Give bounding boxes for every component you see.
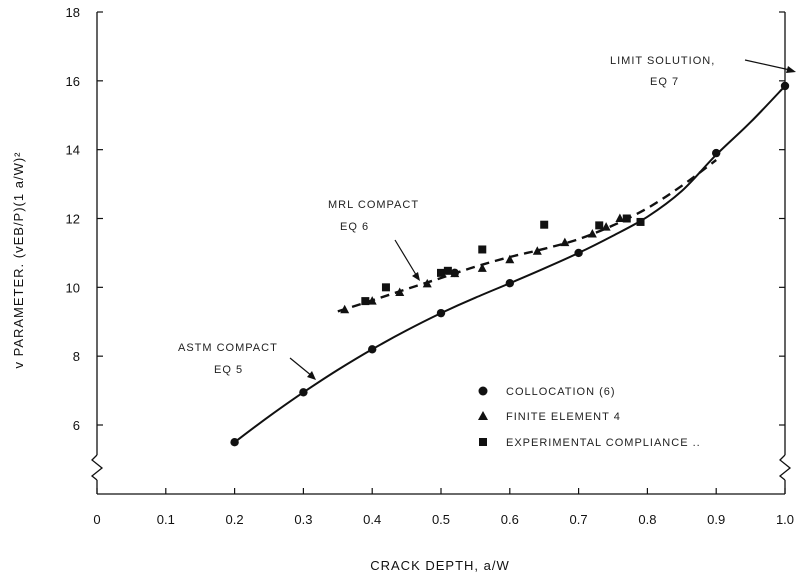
annotation-astm-line1: ASTM COMPACT	[178, 342, 278, 354]
annotation-limit-line1: LIMIT SOLUTION,	[610, 55, 715, 67]
y-tick-label: 10	[66, 280, 80, 295]
point-collocation	[436, 308, 446, 318]
point-experimental	[540, 220, 549, 229]
y-tick-label: 14	[66, 143, 80, 158]
point-experimental	[443, 266, 452, 275]
point-experimental	[622, 214, 631, 223]
point-collocation	[780, 81, 790, 91]
point-finite-element	[395, 287, 405, 296]
point-experimental	[361, 297, 370, 306]
legend-label-finite-element: FINITE ELEMENT 4	[506, 411, 621, 423]
y-tick-label: 16	[66, 74, 80, 89]
legend-label-collocation: COLLOCATION (6)	[506, 386, 616, 398]
x-tick-label: 0.9	[707, 512, 725, 527]
annotation-limit-line2: EQ 7	[650, 76, 679, 88]
point-finite-element	[340, 304, 350, 314]
annotation-astm-arrowhead	[307, 371, 316, 380]
y-tick-label: 8	[73, 349, 80, 364]
point-experimental	[595, 221, 604, 230]
legend: COLLOCATION (6) FINITE ELEMENT 4 EXPERIM…	[478, 386, 701, 449]
point-collocation	[505, 279, 514, 288]
legend-triangle-marker	[478, 411, 488, 420]
y-axis-break	[90, 454, 104, 481]
annotation-astm-line2: EQ 5	[214, 364, 243, 376]
x-tick-label: 0.7	[570, 512, 588, 527]
x-tick-label: 0.5	[432, 512, 450, 527]
point-finite-element	[532, 246, 542, 255]
annotation-limit-arrow	[744, 59, 791, 71]
point-collocation	[230, 438, 239, 447]
x-tick-label: 0.8	[638, 512, 656, 527]
y-tick-label: 18	[66, 5, 80, 20]
right-axis-break	[778, 454, 792, 481]
point-finite-element	[601, 222, 611, 231]
annotation-mrl-line1: MRL COMPACT	[328, 199, 419, 211]
point-finite-element	[367, 296, 377, 305]
x-tick-label: 0.4	[363, 512, 381, 527]
point-experimental	[478, 245, 487, 254]
annotation-astm: ASTM COMPACT EQ 5	[178, 342, 316, 380]
y-tick-label: 6	[73, 418, 80, 433]
point-finite-element	[450, 268, 460, 278]
x-tick-label: 1.0	[776, 512, 794, 527]
point-experimental	[381, 283, 390, 292]
point-collocation	[299, 388, 308, 397]
point-collocation	[712, 148, 721, 158]
point-collocation	[574, 248, 583, 258]
point-finite-element	[587, 228, 597, 238]
point-finite-element	[505, 254, 515, 264]
plot-frame	[90, 12, 792, 495]
annotation-mrl: MRL COMPACT EQ 6	[328, 199, 420, 281]
annotation-limit-arrowhead	[786, 66, 796, 73]
annotation-mrl-arrowhead	[412, 272, 420, 281]
point-experimental	[636, 217, 645, 226]
point-collocation	[368, 345, 377, 354]
y-axis-title: v PARAMETER. (vEB/P)(1 a/W)²	[11, 152, 26, 369]
x-tick-label: 0.2	[226, 512, 244, 527]
legend-label-experimental: EXPERIMENTAL COMPLIANCE ..	[506, 437, 701, 449]
annotation-mrl-line2: EQ 6	[340, 221, 369, 233]
point-finite-element	[615, 213, 625, 222]
y-tick-label: 12	[66, 212, 80, 227]
x-tick-label: 0	[93, 512, 100, 527]
point-experimental	[437, 268, 445, 277]
legend-square-marker	[479, 438, 487, 446]
dashed-curve	[337, 159, 717, 313]
x-tick-label: 0.3	[294, 512, 312, 527]
x-ticks: 0 0.1 0.2 0.3 0.4 0.5 0.6 0.7 0.8 0.9 1.0	[93, 488, 794, 527]
y-ticks: 6 8 10 12 14 16 18	[66, 5, 785, 433]
x-axis-title: CRACK DEPTH, a/W	[370, 558, 510, 573]
legend-circle-marker	[478, 386, 488, 396]
annotation-mrl-arrow	[394, 239, 419, 279]
data-markers	[230, 81, 790, 447]
point-finite-element	[560, 237, 570, 247]
point-finite-element	[477, 263, 487, 272]
annotation-astm-arrow	[289, 357, 313, 377]
point-finite-element	[422, 278, 432, 288]
x-tick-label: 0.6	[501, 512, 519, 527]
annotation-limit: LIMIT SOLUTION, EQ 7	[610, 55, 796, 88]
x-tick-label: 0.1	[157, 512, 175, 527]
